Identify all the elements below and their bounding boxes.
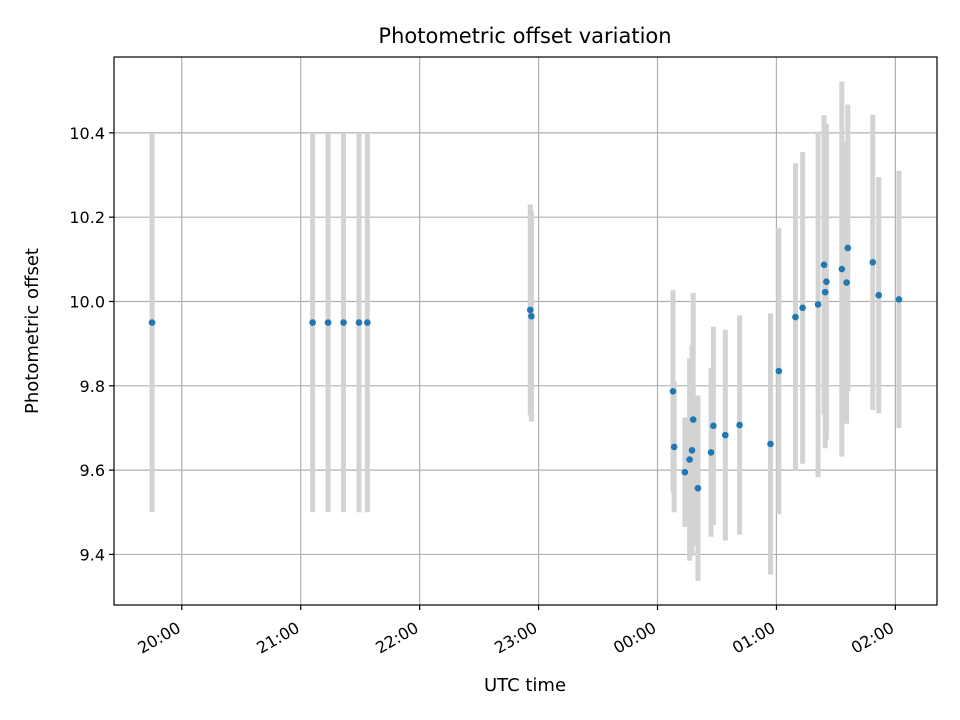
data-point — [843, 279, 850, 286]
x-axis-label: UTC time — [484, 675, 566, 696]
data-point — [775, 367, 783, 375]
data-point — [669, 387, 677, 395]
y-tick-label: 10.0 — [69, 292, 105, 311]
data-point — [736, 421, 743, 429]
data-point — [814, 301, 822, 308]
y-axis-label: Photometric offset — [22, 248, 43, 414]
data-point — [148, 319, 156, 326]
y-tick-label: 9.8 — [80, 377, 105, 396]
data-point — [820, 261, 828, 269]
data-point — [844, 244, 852, 252]
data-point — [681, 468, 689, 476]
y-tick-label: 10.4 — [69, 124, 105, 143]
data-point — [309, 319, 316, 326]
data-points — [148, 244, 903, 492]
data-point — [340, 319, 347, 326]
data-point — [528, 312, 535, 320]
grid — [114, 57, 937, 605]
y-tick-label: 10.2 — [69, 208, 105, 227]
data-point — [869, 258, 877, 266]
data-point — [355, 319, 363, 326]
data-point — [767, 440, 774, 448]
data-point — [689, 416, 697, 423]
data-point — [710, 422, 717, 430]
data-point — [688, 446, 696, 454]
data-point — [823, 278, 830, 285]
data-point — [694, 484, 702, 492]
data-point — [799, 304, 806, 312]
data-point — [722, 431, 729, 439]
data-point — [792, 313, 799, 321]
data-point — [670, 443, 678, 451]
y-tick-label: 9.4 — [80, 545, 105, 564]
data-point — [364, 319, 371, 326]
data-point — [324, 319, 332, 326]
data-point — [875, 291, 883, 299]
plot-frame — [113, 56, 938, 606]
y-axis: 9.4 9.6 9.8 10.0 10.2 10.4 — [69, 124, 114, 564]
data-point — [526, 306, 534, 314]
y-tick-label: 9.6 — [80, 461, 105, 480]
data-point — [707, 449, 715, 456]
chart-title: Photometric offset variation — [378, 24, 671, 48]
data-point — [838, 265, 846, 273]
data-point — [686, 456, 693, 463]
data-point — [895, 296, 903, 303]
data-point — [821, 288, 829, 296]
